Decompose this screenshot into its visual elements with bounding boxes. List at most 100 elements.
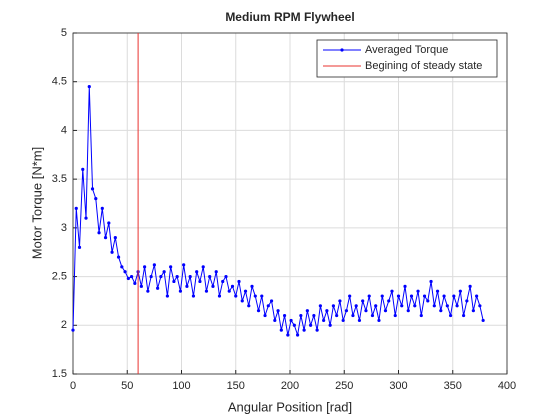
data-point — [81, 167, 85, 171]
y-axis-label: Motor Torque [N*m] — [29, 147, 44, 259]
data-point — [123, 270, 127, 274]
data-point — [256, 309, 261, 313]
data-point — [217, 294, 222, 298]
data-point — [419, 313, 423, 318]
y-tick-label: 4.5 — [52, 76, 67, 88]
data-point — [133, 281, 137, 285]
data-point — [169, 265, 173, 269]
data-point — [452, 294, 456, 298]
data-point — [165, 294, 169, 298]
data-point — [243, 289, 248, 293]
data-point — [387, 299, 391, 303]
data-point — [354, 304, 358, 308]
data-point — [282, 313, 287, 318]
x-axis-label: Angular Position [rad] — [228, 399, 352, 414]
data-point — [120, 265, 124, 269]
data-point — [377, 318, 381, 323]
data-point — [159, 274, 163, 279]
data-point — [344, 309, 349, 313]
data-point — [107, 221, 111, 225]
data-point — [198, 279, 202, 284]
data-point — [442, 294, 446, 298]
data-point — [234, 294, 238, 298]
data-point — [481, 318, 485, 323]
data-point — [351, 313, 355, 318]
data-point — [191, 294, 196, 298]
data-point — [240, 299, 244, 303]
data-point — [204, 289, 209, 293]
data-point — [390, 289, 394, 293]
data-point — [341, 318, 345, 323]
data-point — [188, 274, 192, 279]
legend-label: Begining of steady state — [365, 60, 482, 72]
x-tick-label: 300 — [389, 380, 407, 392]
data-point — [475, 294, 479, 298]
data-point — [172, 279, 176, 284]
data-point — [178, 289, 183, 293]
data-point — [403, 284, 407, 288]
data-point — [87, 84, 91, 89]
data-point — [305, 309, 309, 313]
data-point — [97, 231, 101, 235]
data-point — [357, 318, 362, 323]
data-point — [432, 304, 436, 308]
data-point — [396, 294, 401, 298]
x-tick-label: 250 — [335, 380, 353, 392]
data-point — [129, 274, 134, 279]
data-point — [224, 274, 228, 279]
data-point — [250, 284, 254, 288]
data-point — [439, 309, 443, 313]
data-point — [471, 309, 475, 313]
data-point — [230, 284, 235, 288]
data-point — [468, 284, 472, 288]
data-point — [260, 294, 264, 298]
data-point — [77, 245, 82, 249]
data-point — [289, 318, 293, 323]
data-point — [422, 294, 427, 298]
data-point — [455, 304, 459, 308]
data-point — [208, 274, 212, 279]
chart-title: Medium RPM Flywheel — [225, 10, 354, 24]
data-point — [328, 323, 332, 327]
data-point — [374, 304, 378, 308]
data-point — [409, 294, 414, 298]
data-point — [462, 313, 466, 318]
data-point — [367, 294, 371, 298]
data-point — [247, 304, 251, 308]
data-point — [458, 289, 462, 293]
data-point — [162, 270, 166, 274]
data-point — [276, 309, 280, 313]
data-point — [400, 304, 404, 308]
data-point — [201, 265, 205, 269]
data-point — [113, 236, 117, 240]
data-point — [253, 294, 257, 298]
data-point — [331, 304, 335, 308]
data-point — [322, 318, 326, 323]
data-point — [416, 289, 420, 293]
data-point — [435, 289, 440, 293]
data-point — [448, 313, 453, 318]
data-point — [426, 299, 430, 303]
y-tick-label: 3 — [61, 222, 67, 234]
legend-box — [316, 39, 498, 78]
x-tick-label: 0 — [70, 380, 76, 392]
data-point — [315, 328, 319, 332]
data-point — [292, 323, 296, 327]
data-point — [445, 304, 449, 308]
data-point — [156, 286, 160, 290]
data-point — [286, 333, 290, 337]
data-point — [348, 294, 352, 298]
data-point — [299, 313, 303, 318]
data-point — [338, 299, 342, 303]
data-point — [195, 270, 199, 274]
data-point — [84, 216, 88, 220]
data-point — [221, 279, 225, 284]
data-point — [478, 304, 482, 308]
legend-marker — [340, 48, 344, 52]
data-point — [149, 274, 153, 279]
data-point — [126, 276, 130, 281]
data-point — [175, 274, 179, 279]
x-tick-label: 200 — [281, 380, 299, 392]
data-point — [302, 328, 306, 332]
y-tick-label: 5 — [61, 27, 67, 39]
